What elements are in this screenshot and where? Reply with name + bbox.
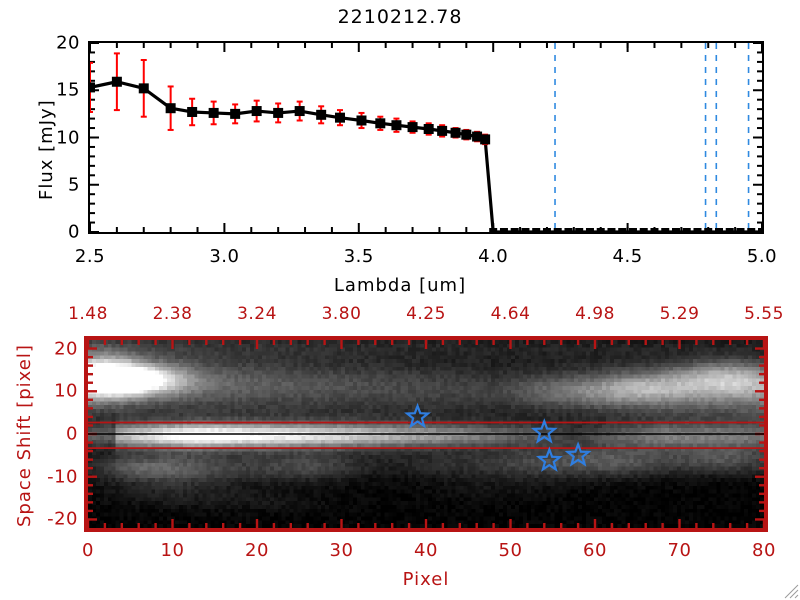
top-xtick-label: 5.0	[746, 246, 778, 267]
top-ytick-label: 5	[68, 174, 80, 196]
bottom-ytick-label: 0	[66, 423, 78, 445]
bottom-ylabel: Space Shift [pixel]	[14, 344, 35, 527]
top-xlabel: Lambda [um]	[333, 275, 467, 296]
bottom-xtick-label: 60	[583, 540, 607, 561]
top-ytick-label: 0	[68, 221, 80, 243]
bottom-top-axis-label: 3.80	[321, 304, 362, 324]
bottom-top-axis-label: 2.38	[152, 304, 193, 324]
bottom-top-axis-label: 4.98	[575, 304, 615, 324]
bottom-xtick-label: 40	[414, 540, 438, 561]
spectrum-plot-area	[88, 41, 764, 234]
spectrum-svg	[90, 43, 762, 232]
bottom-top-axis-label: 4.64	[490, 304, 531, 324]
bottom-xtick-label: 20	[245, 540, 269, 561]
top-xtick-label: 3.5	[343, 246, 374, 267]
figure-title: 2210212.78	[337, 6, 463, 28]
top-xtick-label: 3.0	[209, 246, 240, 267]
spectral-image-overlay	[88, 340, 764, 528]
top-ylabel: Flux [mJy]	[36, 99, 57, 200]
bottom-top-axis-label: 5.29	[659, 304, 700, 324]
bottom-xtick-label: 70	[667, 540, 692, 561]
bottom-xlabel: Pixel	[402, 569, 450, 590]
resize-corner-icon	[784, 584, 799, 599]
top-ytick-label: 15	[56, 79, 80, 101]
bottom-xtick-label: 30	[329, 540, 354, 561]
spectrum-panel: Flux [mJy] Lambda [um] 2.5 3.0 3.5 4.0 4.5 5.…	[36, 32, 778, 297]
bottom-xtick-label: 0	[82, 540, 94, 561]
top-ytick-label: 20	[56, 32, 80, 54]
top-xtick-label: 4.0	[478, 246, 509, 267]
bottom-top-axis-label: 1.48	[68, 304, 108, 324]
top-xtick-label: 2.5	[74, 246, 106, 267]
bottom-top-axis-label: 3.24	[237, 304, 277, 324]
bottom-xtick-label: 10	[160, 540, 185, 561]
bottom-top-axis-label: 5.55	[744, 304, 784, 324]
bottom-xtick-label: 50	[498, 540, 523, 561]
bottom-xtick-label: 80	[752, 540, 776, 561]
bottom-ytick-label: 20	[54, 338, 78, 360]
bottom-ytick-label: -20	[47, 508, 78, 530]
top-xtick-label: 4.5	[612, 246, 643, 267]
bottom-ytick-label: 10	[54, 380, 78, 402]
bottom-ytick-label: -10	[47, 466, 78, 488]
top-ytick-label: 10	[56, 127, 80, 148]
bottom-top-axis-label: 4.25	[406, 304, 446, 324]
spectral-image-plot-area	[84, 336, 768, 532]
